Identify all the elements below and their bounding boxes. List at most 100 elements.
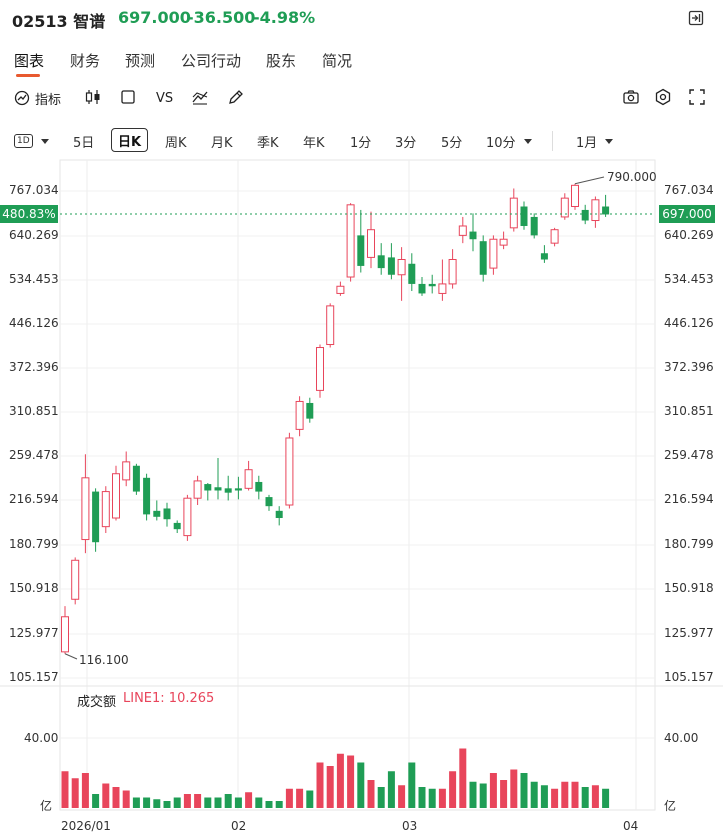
candle-body (357, 235, 365, 266)
volume-bar (102, 783, 110, 808)
last-price-badge: 697.000 (659, 205, 715, 223)
candle (255, 475, 263, 500)
chevron-down-icon (605, 138, 614, 144)
pen-icon[interactable] (227, 88, 245, 106)
settings-icon[interactable] (654, 88, 672, 106)
candle-body (285, 437, 294, 506)
candle-body (387, 257, 395, 275)
period-year-k[interactable]: 年K (303, 135, 325, 151)
period-5min[interactable]: 5分 (441, 135, 463, 151)
x-axis-label-jan: 2026/01 (61, 819, 111, 833)
y-axis-label-left: 372.396 (9, 360, 59, 374)
volume-bar (418, 787, 426, 808)
candle-body (602, 206, 610, 215)
indicator-icon (14, 90, 30, 106)
candle-body (448, 259, 457, 285)
candle (204, 483, 212, 501)
candle-body (367, 229, 375, 258)
candle (101, 486, 110, 534)
candle (560, 193, 569, 220)
fullscreen-icon[interactable] (688, 88, 706, 106)
candlestick-type-icon[interactable] (84, 88, 102, 106)
volume-bar (347, 755, 355, 808)
volume-bar (71, 778, 79, 808)
volume-bar (92, 794, 100, 808)
candle-body (550, 229, 559, 244)
exit-icon[interactable] (688, 10, 704, 26)
y-axis-label-left: 180.799 (9, 537, 59, 551)
period-day-k[interactable]: 日K (111, 128, 149, 152)
candle (143, 473, 151, 521)
candle (591, 196, 600, 228)
candle-body (408, 263, 416, 284)
period-quarter-k[interactable]: 季K (257, 135, 279, 151)
camera-icon[interactable] (622, 88, 640, 106)
period-1min[interactable]: 1分 (350, 135, 372, 151)
candle (173, 520, 181, 534)
candle-body (560, 197, 569, 218)
volume-bar (438, 788, 446, 808)
period-month-k[interactable]: 月K (211, 135, 233, 151)
minute-interval-dropdown[interactable]: 10分 (486, 131, 532, 151)
volume-bar (561, 781, 569, 808)
interval-selector[interactable]: 1D (14, 131, 49, 151)
tab-finance[interactable]: 财务 (70, 52, 101, 70)
candle (193, 475, 202, 506)
volume-axis-label-left: 40.00 (24, 731, 59, 745)
square-icon[interactable] (120, 89, 136, 105)
candle-body (143, 477, 151, 515)
candle (387, 243, 395, 280)
high-leader-line (574, 176, 605, 185)
candle (499, 231, 508, 250)
volume-bar (153, 799, 161, 808)
tab-corporate-actions[interactable]: 公司行动 (181, 52, 242, 70)
y-axis-label-right: 372.396 (664, 360, 714, 374)
period-week-k[interactable]: 周K (165, 135, 187, 151)
y-axis-label-right: 180.799 (664, 537, 714, 551)
candle-body (193, 480, 202, 499)
tab-shareholders[interactable]: 股东 (266, 52, 297, 70)
candle-body (530, 216, 538, 236)
volume-title: 成交额 (77, 695, 117, 710)
volume-bar (296, 788, 304, 808)
volume-bar (530, 781, 538, 808)
range-dropdown[interactable]: 1月 (576, 131, 614, 151)
tab-chart[interactable]: 图表 (14, 52, 45, 70)
candle (418, 277, 426, 296)
volume-bar (285, 788, 293, 808)
volume-bar (234, 797, 242, 808)
candle (550, 227, 559, 247)
volume-bar (581, 787, 589, 808)
candle-body (255, 481, 263, 492)
trend-draw-icon[interactable] (191, 88, 209, 106)
candle (153, 500, 161, 521)
volume-bar (265, 801, 273, 808)
volume-bar (112, 787, 120, 808)
vs-compare-button[interactable]: VS (156, 90, 174, 106)
tab-profile[interactable]: 简况 (322, 52, 353, 70)
indicator-button[interactable]: 指标 (14, 89, 61, 108)
candle (520, 201, 528, 230)
volume-unit-right: 亿 (664, 799, 677, 813)
volume-bar (183, 794, 191, 808)
period-3min[interactable]: 3分 (395, 135, 417, 151)
period-5d[interactable]: 5日 (73, 135, 95, 151)
candle (346, 203, 355, 282)
candle (326, 303, 335, 348)
candle-body (438, 283, 447, 294)
y-axis-label-right: 534.453 (664, 272, 714, 286)
candle (112, 465, 120, 521)
candle-body (101, 491, 110, 528)
candle (92, 488, 100, 552)
y-axis-label-right: 767.034 (664, 183, 714, 197)
volume-bar (479, 783, 487, 808)
candle (224, 475, 232, 501)
volume-bar (163, 801, 171, 808)
candle (275, 506, 283, 526)
y-axis-label-left: 125.977 (9, 626, 59, 640)
candle-body (183, 497, 192, 537)
candle-body (275, 510, 283, 519)
volume-bar (602, 788, 610, 808)
tab-forecast[interactable]: 预测 (125, 52, 156, 70)
